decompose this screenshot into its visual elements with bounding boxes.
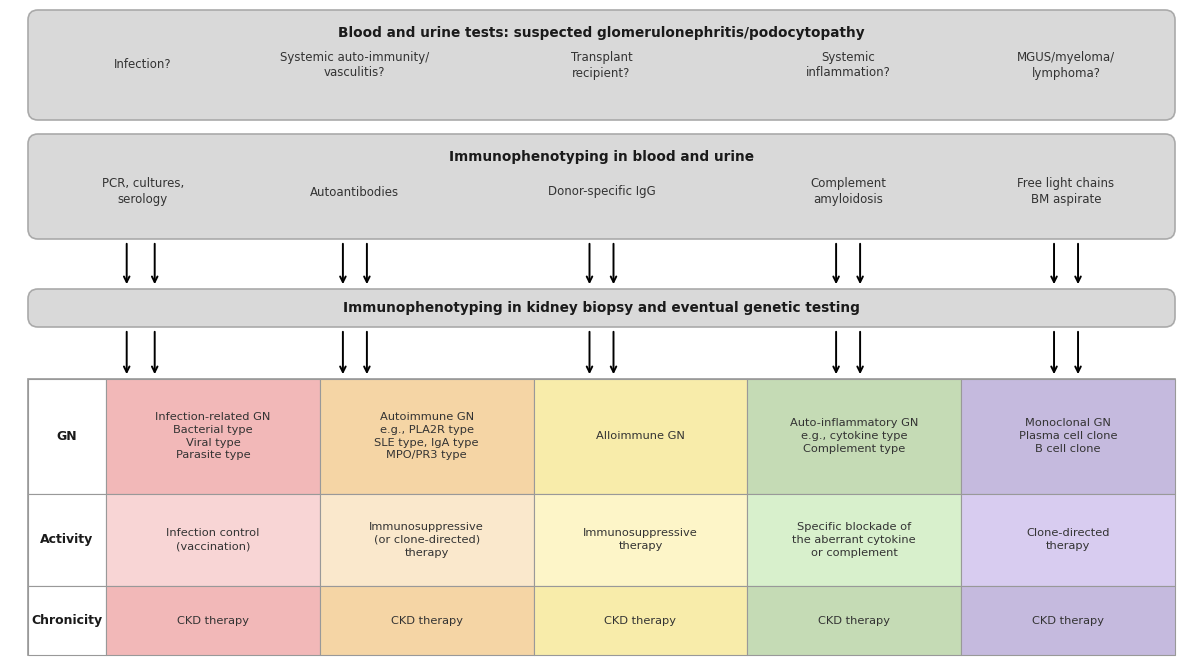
Bar (106, 494, 319, 586)
Text: Infection?: Infection? (114, 59, 172, 71)
Bar (319, 586, 534, 655)
Bar (28, 494, 106, 586)
Bar (534, 494, 748, 586)
Text: CKD therapy: CKD therapy (1032, 616, 1104, 625)
Text: Systemic auto-immunity/
vasculitis?: Systemic auto-immunity/ vasculitis? (281, 51, 430, 80)
Text: Transplant
recipient?: Transplant recipient? (571, 51, 632, 80)
Text: Free light chains
BM aspirate: Free light chains BM aspirate (1018, 177, 1115, 206)
Bar (961, 494, 1175, 586)
Bar (319, 494, 534, 586)
Bar (106, 379, 319, 494)
Text: Auto-inflammatory GN
e.g., cytokine type
Complement type: Auto-inflammatory GN e.g., cytokine type… (790, 418, 918, 454)
Text: CKD therapy: CKD therapy (818, 616, 890, 625)
Bar (28, 586, 106, 655)
FancyBboxPatch shape (28, 10, 1175, 120)
Bar (106, 586, 319, 655)
Bar (748, 494, 961, 586)
Bar (534, 379, 748, 494)
Bar (534, 586, 748, 655)
Text: Specific blockade of
the aberrant cytokine
or complement: Specific blockade of the aberrant cytoki… (792, 522, 916, 558)
Text: MGUS/myeloma/
lymphoma?: MGUS/myeloma/ lymphoma? (1016, 51, 1115, 80)
Text: PCR, cultures,
serology: PCR, cultures, serology (102, 177, 184, 206)
Text: Immunophenotyping in blood and urine: Immunophenotyping in blood and urine (449, 150, 754, 164)
Text: Immunosuppressive
therapy: Immunosuppressive therapy (583, 529, 698, 551)
Text: CKD therapy: CKD therapy (391, 616, 463, 625)
FancyBboxPatch shape (28, 134, 1175, 239)
Text: Monoclonal GN
Plasma cell clone
B cell clone: Monoclonal GN Plasma cell clone B cell c… (1019, 418, 1117, 454)
FancyBboxPatch shape (28, 289, 1175, 327)
Bar (748, 586, 961, 655)
Text: Infection-related GN
Bacterial type
Viral type
Parasite type: Infection-related GN Bacterial type Vira… (155, 412, 270, 461)
Text: Donor-specific IgG: Donor-specific IgG (547, 185, 655, 198)
Bar (28, 379, 1175, 655)
Text: Autoimmune GN
e.g., PLA2R type
SLE type, IgA type
MPO/PR3 type: Autoimmune GN e.g., PLA2R type SLE type,… (374, 412, 479, 461)
Text: Activity: Activity (41, 533, 94, 546)
Text: Systemic
inflammation?: Systemic inflammation? (805, 51, 890, 80)
Text: Autoantibodies: Autoantibodies (311, 185, 400, 198)
Text: Immunosuppressive
(or clone-directed)
therapy: Immunosuppressive (or clone-directed) th… (370, 522, 484, 558)
Bar (28, 379, 106, 494)
Bar (319, 379, 534, 494)
Text: CKD therapy: CKD therapy (605, 616, 677, 625)
Text: Blood and urine tests: suspected glomerulonephritis/podocytopathy: Blood and urine tests: suspected glomeru… (338, 26, 865, 40)
Text: CKD therapy: CKD therapy (176, 616, 248, 625)
Text: Chronicity: Chronicity (31, 614, 102, 627)
Text: Infection control
(vaccination): Infection control (vaccination) (167, 529, 259, 551)
Bar (748, 379, 961, 494)
Text: Complement
amyloidosis: Complement amyloidosis (810, 177, 886, 206)
Text: Immunophenotyping in kidney biopsy and eventual genetic testing: Immunophenotyping in kidney biopsy and e… (343, 301, 860, 315)
Text: GN: GN (56, 430, 77, 443)
Text: Clone-directed
therapy: Clone-directed therapy (1026, 529, 1110, 551)
Bar (961, 379, 1175, 494)
Text: Alloimmune GN: Alloimmune GN (596, 431, 685, 442)
Bar (961, 586, 1175, 655)
